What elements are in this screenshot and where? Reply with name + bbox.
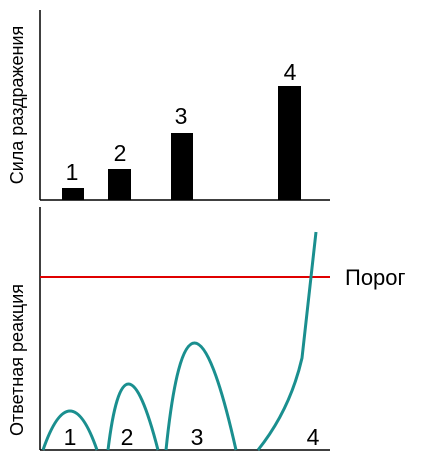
- bar-label: 1: [66, 159, 79, 185]
- response-curve: [256, 231, 318, 451]
- bar: [108, 169, 131, 200]
- bar: [62, 188, 84, 200]
- bar: [278, 86, 301, 200]
- y-axis-label: Сила раздражения: [7, 26, 27, 185]
- curve-label: 3: [191, 424, 204, 450]
- response-curve: [106, 382, 160, 451]
- response-curve: [164, 341, 238, 451]
- response-curve: [41, 409, 99, 451]
- threshold-label: Порог: [345, 265, 406, 290]
- curve-label: 4: [307, 424, 320, 450]
- curve-label: 1: [64, 424, 77, 450]
- curve-label: 2: [121, 424, 134, 450]
- y-axis-label: Ответная реакция: [7, 284, 27, 436]
- bar-label: 3: [175, 103, 188, 129]
- bar-label: 2: [114, 140, 127, 166]
- bar-label: 4: [284, 59, 297, 85]
- bar: [171, 133, 193, 200]
